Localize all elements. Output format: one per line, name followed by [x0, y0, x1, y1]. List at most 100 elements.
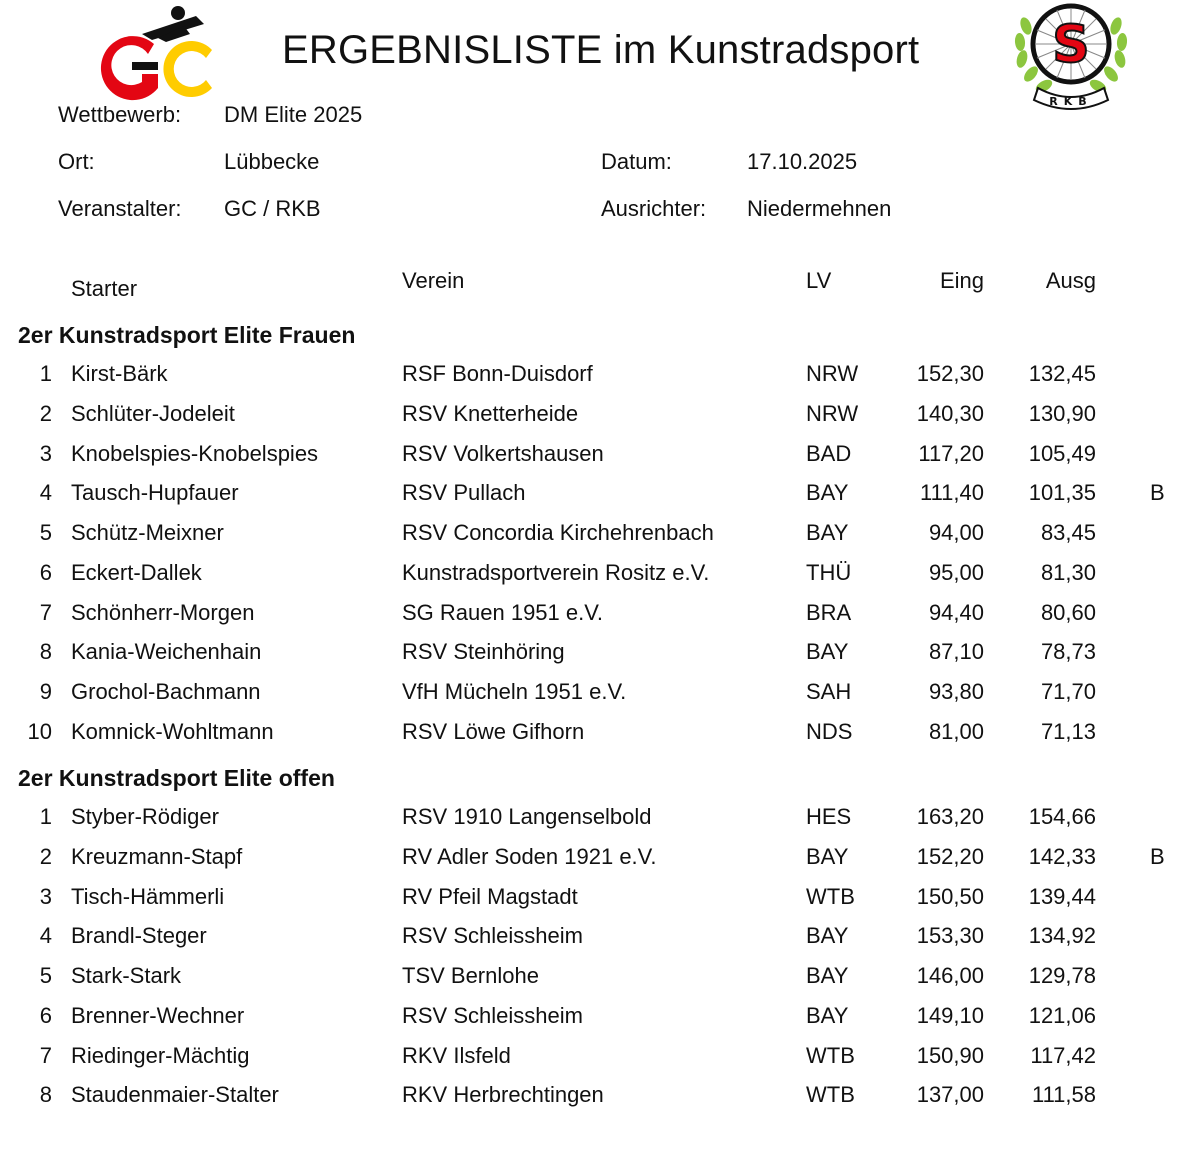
starter-cell: Tausch-Hupfauer	[71, 480, 239, 506]
starter-cell: Knobelspies-Knobelspies	[71, 440, 319, 466]
lv-cell: BAY	[806, 1002, 849, 1028]
column-header-lv: LV	[806, 268, 832, 293]
table-row: 5 Stark-Stark TSV Bernlohe BAY 146,00 129,78	[0, 963, 1200, 1001]
starter-cell: Kirst-Bärk	[71, 361, 168, 386]
rank-cell: 5	[39, 963, 52, 988]
wettbewerb-label: Wettbewerb:	[58, 102, 182, 127]
eing-cell: 87,10	[928, 639, 984, 665]
verein-cell: RSV Steinhöring	[402, 639, 565, 665]
ausg-cell: 81,30	[1040, 559, 1096, 585]
lv-cell: BAY	[806, 520, 849, 545]
section-title-offen: 2er Kunstradsport Elite offen	[18, 765, 335, 791]
ausg-cell: 111,58	[1031, 1082, 1096, 1108]
verein-cell: TSV Bernlohe	[402, 963, 539, 988]
ausg-cell: 121,06	[1028, 1002, 1096, 1028]
table-row: 2 Schlüter-Jodeleit RSV Knetterheide NRW 140…	[0, 401, 1200, 439]
ausg-cell: 78,73	[1040, 639, 1096, 665]
ausg-cell: 117,42	[1030, 1042, 1096, 1068]
table-row: 7 Riedinger-Mächtig RKV Ilsfeld WTB 150,90 11…	[0, 1043, 1200, 1081]
table-row: 1 Styber-Rödiger RSV 1910 Langenselbold HES…	[0, 804, 1200, 842]
table-row: 2 Kreuzmann-Stapf RV Adler Soden 1921 e.V.…	[0, 844, 1200, 882]
starter-cell: Staudenmaier-Stalter	[71, 1082, 279, 1108]
table-row: 8 Staudenmaier-Stalter RKV Herbrechtingen W…	[0, 1082, 1200, 1120]
lv-cell: BRA	[806, 599, 852, 625]
starter-cell: Tisch-Hämmerli	[71, 883, 225, 909]
lv-cell: NDS	[806, 718, 853, 744]
rank-cell: 8	[39, 639, 52, 665]
ausrichter-value: Niedermehnen	[747, 196, 892, 221]
eing-cell: 153,30	[916, 923, 984, 949]
verein-cell: RSV Pullach	[402, 480, 526, 506]
verein-cell: VfH Mücheln 1951 e.V.	[402, 679, 627, 704]
lv-cell: HES	[806, 804, 852, 829]
starter-cell: Schönherr-Morgen	[71, 599, 255, 625]
eing-cell: 117,20	[918, 440, 984, 466]
starter-cell: Eckert-Dallek	[71, 559, 202, 585]
ausg-cell: 129,78	[1028, 963, 1096, 988]
verein-cell: RSV Knetterheide	[402, 400, 579, 426]
verein-cell: RSV Volkertshausen	[402, 440, 604, 466]
lv-cell: NRW	[806, 361, 859, 386]
eing-cell: 152,20	[916, 843, 984, 869]
ort-value: Lübbecke	[224, 149, 320, 174]
ausg-cell: 105,49	[1028, 440, 1096, 466]
verein-cell: RSF Bonn-Duisdorf	[402, 361, 593, 386]
column-header-eing: Eing	[939, 268, 984, 293]
ausg-cell: 154,66	[1028, 804, 1096, 829]
ausg-cell: 142,33	[1028, 843, 1096, 869]
lv-cell: NRW	[806, 400, 859, 426]
starter-cell: Schlüter-Jodeleit	[71, 400, 235, 426]
table-row: 9 Grochol-Bachmann VfH Mücheln 1951 e.V. SA…	[0, 679, 1200, 717]
rank-cell: 7	[39, 1042, 52, 1068]
starter-cell: Kreuzmann-Stapf	[71, 843, 243, 869]
table-row: 10 Komnick-Wohltmann RSV Löwe Gifhorn NDS 81…	[0, 719, 1200, 757]
rank-cell: 4	[39, 923, 52, 949]
table-row: 7 Schönherr-Morgen SG Rauen 1951 e.V. BRA 94…	[0, 600, 1200, 638]
ausg-cell: 83,45	[1040, 520, 1096, 545]
ausg-cell: 132,45	[1028, 361, 1096, 386]
lv-cell: BAY	[806, 480, 849, 506]
verein-cell: RSV Schleissheim	[402, 923, 583, 949]
ausg-cell: 71,70	[1040, 679, 1096, 704]
rkb-logo: S RKB	[1014, 3, 1128, 110]
rank-cell: 2	[39, 843, 52, 869]
rkb-logo-letter: S	[1052, 15, 1089, 75]
verein-cell: SG Rauen 1951 e.V.	[402, 599, 604, 625]
section-title-frauen: 2er Kunstradsport Elite Frauen	[18, 322, 356, 348]
starter-cell: Brandl-Steger	[71, 923, 207, 949]
ausg-cell: 130,90	[1028, 400, 1096, 426]
ausg-cell: 139,44	[1028, 883, 1096, 909]
rank-cell: 4	[39, 480, 52, 506]
table-row: 3 Knobelspies-Knobelspies RSV Volkertshaus…	[0, 441, 1200, 479]
lv-cell: BAY	[806, 843, 849, 869]
starter-cell: Komnick-Wohltmann	[71, 718, 274, 744]
lv-cell: BAY	[806, 923, 849, 949]
table-row: 4 Brandl-Steger RSV Schleissheim BAY 153,30 1…	[0, 923, 1200, 961]
rank-cell: 7	[39, 599, 52, 625]
table-row: 4 Tausch-Hupfauer RSV Pullach BAY 111,40 101,…	[0, 480, 1200, 518]
verein-cell: Kunstradsportverein Rositz e.V.	[402, 559, 710, 585]
verein-cell: RV Adler Soden 1921 e.V.	[402, 843, 657, 869]
eing-cell: 95,00	[928, 559, 984, 585]
datum-value: 17.10.2025	[747, 149, 858, 174]
starter-cell: Stark-Stark	[71, 963, 182, 988]
table-row: 8 Kania-Weichenhain RSV Steinhöring BAY 87,1…	[0, 639, 1200, 677]
eing-cell: 146,00	[916, 963, 984, 988]
verein-cell: RKV Herbrechtingen	[402, 1082, 604, 1108]
ausg-cell: 71,13	[1040, 718, 1096, 744]
table-row: 1 Kirst-Bärk RSF Bonn-Duisdorf NRW 152,30 132…	[0, 361, 1200, 399]
eing-cell: 94,40	[928, 599, 984, 625]
rank-cell: 1	[39, 361, 52, 386]
eing-cell: 150,50	[916, 883, 984, 909]
verein-cell: RSV 1910 Langenselbold	[402, 804, 652, 829]
table-row: 5 Schütz-Meixner RSV Concordia Kirchehrenb…	[0, 520, 1200, 558]
wettbewerb-value: DM Elite 2025	[224, 102, 363, 127]
rank-cell: 10	[27, 718, 52, 744]
eing-cell: 137,00	[916, 1082, 984, 1108]
veranstalter-label: Veranstalter:	[58, 196, 182, 221]
ausg-cell: 80,60	[1040, 599, 1096, 625]
rank-cell: 3	[39, 883, 52, 909]
note-cell: B	[1150, 480, 1165, 506]
column-header-verein: Verein	[402, 268, 465, 293]
datum-label: Datum:	[601, 149, 672, 174]
